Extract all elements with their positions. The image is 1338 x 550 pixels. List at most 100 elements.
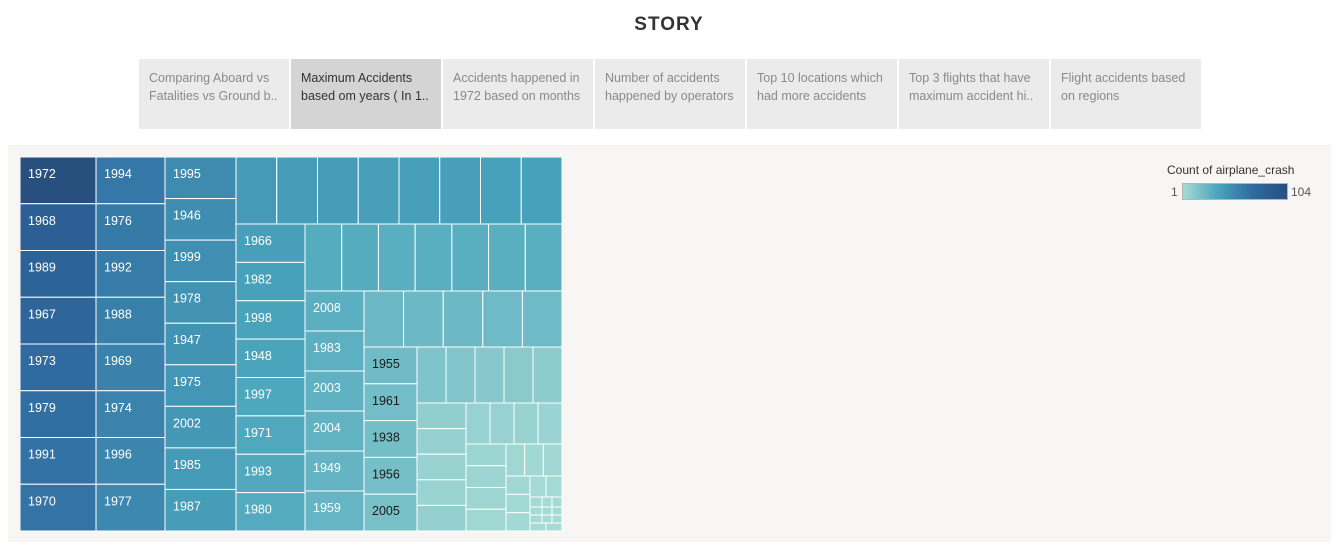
treemap-cell-small[interactable] <box>551 514 563 524</box>
treemap-cell-1978[interactable] <box>164 281 237 324</box>
treemap-label-1966: 1966 <box>244 234 272 248</box>
treemap-cell-small[interactable] <box>341 223 379 292</box>
treemap-cell-small[interactable] <box>304 223 343 292</box>
treemap-label-1993: 1993 <box>244 464 272 478</box>
treemap-cell-small[interactable] <box>414 223 453 292</box>
treemap-cell-small[interactable] <box>317 157 359 225</box>
treemap-cell-small[interactable] <box>363 290 405 348</box>
treemap-cell-1975[interactable] <box>164 364 237 407</box>
treemap-cell-small[interactable] <box>529 522 547 532</box>
treemap-cell-small[interactable] <box>503 346 534 404</box>
treemap-label-1994: 1994 <box>104 167 132 181</box>
treemap-cell-1999[interactable] <box>164 239 237 283</box>
treemap-cell-small[interactable] <box>537 402 563 445</box>
treemap-cell-small[interactable] <box>416 453 467 481</box>
treemap-cell-small[interactable] <box>377 223 416 292</box>
treemap-cell-1983[interactable] <box>304 330 365 372</box>
treemap-cell-1976[interactable] <box>95 203 166 251</box>
treemap-cell-small[interactable] <box>416 479 467 506</box>
treemap-label-1971: 1971 <box>244 426 272 440</box>
treemap-cell-small[interactable] <box>488 223 526 292</box>
story-tab-5[interactable]: Top 10 locations which had more accidents <box>747 59 897 129</box>
treemap-cell-2005[interactable] <box>363 493 418 532</box>
treemap-cell-1967[interactable] <box>20 296 97 345</box>
treemap-cell-small[interactable] <box>545 475 563 498</box>
treemap-cell-1982[interactable] <box>235 261 306 302</box>
treemap-cell-small[interactable] <box>439 157 481 225</box>
treemap-cell-1968[interactable] <box>20 203 97 251</box>
treemap-cell-1946[interactable] <box>164 198 237 241</box>
treemap-cell-small[interactable] <box>521 290 563 348</box>
treemap-cell-small[interactable] <box>445 346 476 404</box>
treemap-cell-1971[interactable] <box>235 415 306 455</box>
treemap-cell-1998[interactable] <box>235 300 306 340</box>
treemap-cell-small[interactable] <box>465 465 507 488</box>
treemap-cell-1969[interactable] <box>95 343 166 392</box>
treemap-cell-small[interactable] <box>513 402 539 445</box>
story-tab-1[interactable]: Comparing Aboard vs Fatalities vs Ground … <box>139 59 289 129</box>
treemap-cell-1970[interactable] <box>20 483 97 532</box>
treemap-cell-small[interactable] <box>505 475 531 495</box>
treemap-cell-small[interactable] <box>416 402 467 430</box>
story-tab-3[interactable]: Accidents happened in 1972 based on month… <box>443 59 593 129</box>
treemap-cell-small[interactable] <box>524 443 544 477</box>
treemap-cell-1979[interactable] <box>20 390 97 438</box>
treemap-cell-1988[interactable] <box>95 296 166 345</box>
treemap-cell-small[interactable] <box>489 402 515 445</box>
story-tab-7[interactable]: Flight accidents based on regions <box>1051 59 1201 129</box>
treemap-cell-small[interactable] <box>442 290 484 348</box>
treemap-cell-1987[interactable] <box>164 488 237 532</box>
tab-caption-line1: Flight accidents based <box>1061 71 1186 85</box>
treemap-cell-1996[interactable] <box>95 437 166 485</box>
treemap-cell-small[interactable] <box>541 506 553 516</box>
treemap-cell-2004[interactable] <box>304 410 365 452</box>
treemap-cell-small[interactable] <box>465 443 507 467</box>
treemap-cell-small[interactable] <box>541 496 553 508</box>
treemap-cell-small[interactable] <box>529 475 547 498</box>
treemap-cell-1992[interactable] <box>95 250 166 298</box>
treemap-cell-small[interactable] <box>398 157 441 225</box>
treemap-cell-small[interactable] <box>465 487 507 510</box>
treemap-cell-small[interactable] <box>545 522 563 532</box>
treemap-cell-1955[interactable] <box>363 346 418 385</box>
treemap-cell-1959[interactable] <box>304 490 365 532</box>
treemap-cell-small[interactable] <box>357 157 400 225</box>
treemap-cell-small[interactable] <box>541 514 553 524</box>
treemap-cell-1948[interactable] <box>235 338 306 378</box>
treemap-cell-small[interactable] <box>480 157 522 225</box>
treemap-cell-small[interactable] <box>505 512 531 532</box>
treemap-cell-small[interactable] <box>416 428 467 455</box>
treemap-cell-small[interactable] <box>505 493 531 514</box>
treemap-cell-small[interactable] <box>465 508 507 532</box>
treemap-cell-1994[interactable] <box>95 157 166 205</box>
treemap-cell-1972[interactable] <box>20 157 97 205</box>
treemap-cell-small[interactable] <box>451 223 490 292</box>
treemap-cell-small[interactable] <box>403 290 444 348</box>
treemap-cell-small[interactable] <box>276 157 318 225</box>
treemap-cell-small[interactable] <box>524 223 563 292</box>
treemap-cell-small[interactable] <box>542 443 563 477</box>
treemap-cell-small[interactable] <box>551 496 563 508</box>
treemap-cell-small[interactable] <box>532 346 563 404</box>
treemap-cell-2008[interactable] <box>304 290 365 332</box>
treemap-label-1995: 1995 <box>173 167 201 181</box>
treemap-cell-1947[interactable] <box>164 322 237 366</box>
story-tab-2[interactable]: Maximum Accidents based om years ( In 1.. <box>291 59 441 129</box>
treemap-cell-small[interactable] <box>529 506 543 516</box>
treemap-cell-small[interactable] <box>235 157 278 225</box>
treemap-cell-small[interactable] <box>529 514 543 524</box>
treemap-cell-small[interactable] <box>474 346 505 404</box>
treemap-cell-small[interactable] <box>520 157 563 225</box>
treemap-cell-1938[interactable] <box>363 420 418 458</box>
story-tab-4[interactable]: Number of accidents happened by operators <box>595 59 745 129</box>
treemap-cell-small[interactable] <box>551 506 563 516</box>
treemap-cell-small[interactable] <box>416 504 467 532</box>
treemap-cell-small[interactable] <box>482 290 523 348</box>
treemap-cell-small[interactable] <box>416 346 447 404</box>
treemap-cell-small[interactable] <box>529 496 543 508</box>
treemap-cell-1980[interactable] <box>235 492 306 532</box>
treemap-cell-small[interactable] <box>465 402 491 445</box>
treemap-cell-1961[interactable] <box>363 383 418 422</box>
story-tab-6[interactable]: Top 3 flights that have maximum accident … <box>899 59 1049 129</box>
treemap-cell-small[interactable] <box>505 443 526 477</box>
